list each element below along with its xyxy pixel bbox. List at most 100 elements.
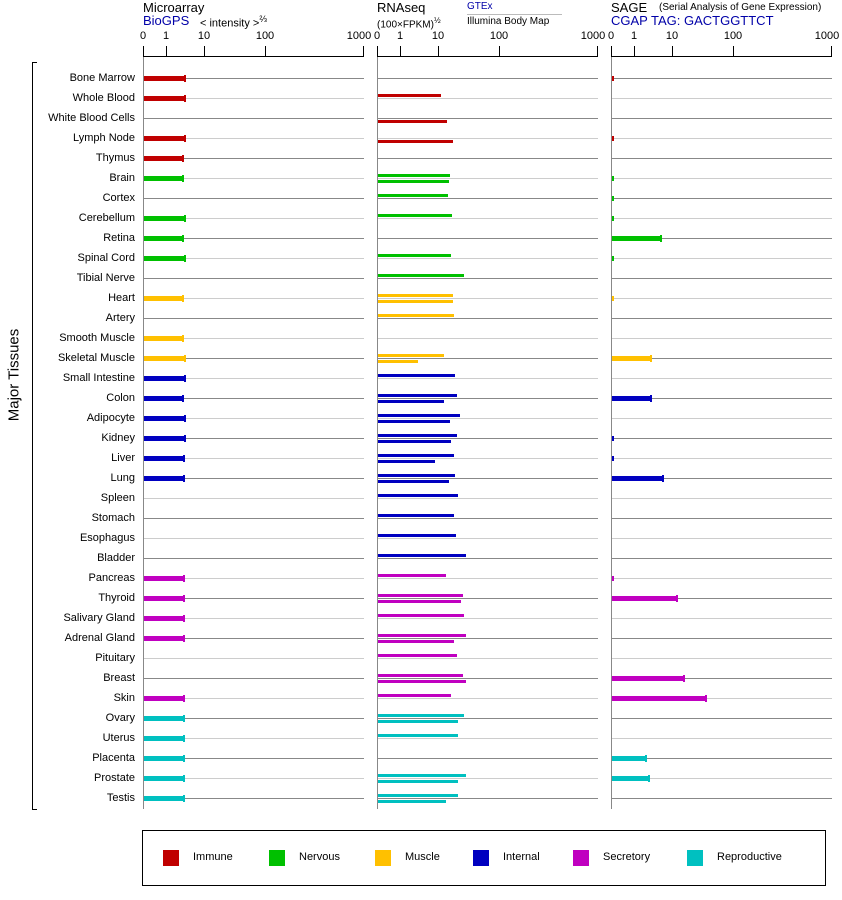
rnaseq-illumina-bar[interactable] bbox=[378, 120, 447, 123]
microarray-bar[interactable] bbox=[144, 216, 185, 221]
rnaseq-illumina-bar[interactable] bbox=[378, 360, 418, 363]
rnaseq-illumina-bar[interactable] bbox=[378, 720, 459, 723]
microarray-bar[interactable] bbox=[144, 456, 184, 461]
rnaseq-gtex-bar[interactable] bbox=[378, 354, 445, 357]
rnaseq-gtex-bar[interactable] bbox=[378, 414, 460, 417]
rnaseq-gtex-bar[interactable] bbox=[378, 274, 464, 277]
microarray-bar[interactable] bbox=[144, 416, 185, 421]
sage-bar[interactable] bbox=[612, 216, 615, 221]
rnaseq-gtex-bar[interactable] bbox=[378, 534, 456, 537]
rnaseq-gtex-bar[interactable] bbox=[378, 574, 446, 577]
rnaseq-gtex-bar[interactable] bbox=[378, 734, 459, 737]
rnaseq-gtex-bar[interactable] bbox=[378, 194, 448, 197]
rnaseq-gtex-bar[interactable] bbox=[378, 514, 454, 517]
sage-bar[interactable] bbox=[612, 676, 684, 681]
rnaseq-gtex-bar[interactable] bbox=[378, 694, 451, 697]
rnaseq-gtex-bar[interactable] bbox=[378, 714, 464, 717]
microarray-bar[interactable] bbox=[144, 576, 184, 581]
rnaseq-gtex-bar[interactable] bbox=[378, 294, 454, 297]
microarray-bar[interactable] bbox=[144, 616, 184, 621]
microarray-bar[interactable] bbox=[144, 256, 185, 261]
sage-bar[interactable] bbox=[612, 236, 661, 241]
microarray-bar[interactable] bbox=[144, 736, 184, 741]
rnaseq-gtex-bar[interactable] bbox=[378, 94, 442, 97]
biogps-link[interactable]: BioGPS bbox=[143, 13, 190, 28]
microarray-bar[interactable] bbox=[144, 96, 185, 101]
gtex-link[interactable]: GTEx bbox=[467, 1, 493, 12]
sage-bar[interactable] bbox=[612, 136, 615, 141]
rnaseq-illumina-bar[interactable] bbox=[378, 640, 454, 643]
gridline bbox=[143, 458, 364, 459]
rnaseq-gtex-bar[interactable] bbox=[378, 654, 458, 657]
sage-bar[interactable] bbox=[612, 356, 651, 361]
microarray-bar[interactable] bbox=[144, 596, 184, 601]
microarray-bar[interactable] bbox=[144, 476, 184, 481]
rnaseq-illumina-bar[interactable] bbox=[378, 480, 450, 483]
microarray-bar[interactable] bbox=[144, 376, 185, 381]
rnaseq-gtex-bar[interactable] bbox=[378, 454, 454, 457]
microarray-bar[interactable] bbox=[144, 356, 185, 361]
microarray-bar[interactable] bbox=[144, 716, 184, 721]
gridline bbox=[143, 78, 364, 79]
microarray-bar[interactable] bbox=[144, 296, 184, 301]
rnaseq-illumina-bar[interactable] bbox=[378, 300, 454, 303]
sage-bar[interactable] bbox=[612, 456, 615, 461]
rnaseq-illumina-bar[interactable] bbox=[378, 400, 445, 403]
rnaseq-gtex-bar[interactable] bbox=[378, 614, 464, 617]
microarray-bar[interactable] bbox=[144, 436, 185, 441]
rnaseq-gtex-bar[interactable] bbox=[378, 594, 463, 597]
rnaseq-illumina-bar[interactable] bbox=[378, 600, 461, 603]
rnaseq-gtex-bar[interactable] bbox=[378, 394, 458, 397]
rnaseq-illumina-bar[interactable] bbox=[378, 180, 450, 183]
rnaseq-gtex-bar[interactable] bbox=[378, 674, 463, 677]
microarray-bar[interactable] bbox=[144, 336, 184, 341]
rnaseq-gtex-bar[interactable] bbox=[378, 774, 466, 777]
microarray-bar[interactable] bbox=[144, 756, 184, 761]
sage-bar[interactable] bbox=[612, 476, 663, 481]
microarray-bar[interactable] bbox=[144, 396, 184, 401]
sage-bar[interactable] bbox=[612, 696, 706, 701]
rnaseq-gtex-bar[interactable] bbox=[378, 374, 455, 377]
sage-bar[interactable] bbox=[612, 296, 615, 301]
rnaseq-illumina-bar[interactable] bbox=[378, 140, 454, 143]
microarray-bar[interactable] bbox=[144, 236, 184, 241]
cgap-tag-link[interactable]: CGAP TAG: GACTGGTTCT bbox=[611, 13, 774, 28]
rnaseq-gtex-bar[interactable] bbox=[378, 174, 450, 177]
rnaseq-gtex-bar[interactable] bbox=[378, 214, 452, 217]
sage-bar[interactable] bbox=[612, 776, 650, 781]
sage-bar[interactable] bbox=[612, 436, 615, 441]
sage-bar[interactable] bbox=[612, 596, 677, 601]
microarray-bar[interactable] bbox=[144, 696, 184, 701]
rnaseq-illumina-bar[interactable] bbox=[378, 780, 459, 783]
rnaseq-illumina-bar[interactable] bbox=[378, 420, 450, 423]
microarray-bar[interactable] bbox=[144, 156, 184, 161]
microarray-bar[interactable] bbox=[144, 136, 185, 141]
rnaseq-illumina-bar[interactable] bbox=[378, 800, 446, 803]
microarray-bar[interactable] bbox=[144, 636, 184, 641]
rnaseq-gtex-bar[interactable] bbox=[378, 554, 466, 557]
rnaseq-gtex-bar[interactable] bbox=[378, 254, 451, 257]
rnaseq-gtex-bar[interactable] bbox=[378, 494, 459, 497]
sage-bar[interactable] bbox=[612, 176, 615, 181]
tissue-label: Placenta bbox=[92, 752, 135, 764]
sage-bar[interactable] bbox=[612, 196, 615, 201]
microarray-bar[interactable] bbox=[144, 176, 184, 181]
rnaseq-gtex-bar[interactable] bbox=[378, 434, 458, 437]
sage-bar[interactable] bbox=[612, 256, 615, 261]
gridline bbox=[377, 718, 598, 719]
rnaseq-gtex-bar[interactable] bbox=[378, 794, 459, 797]
microarray-bar[interactable] bbox=[144, 776, 184, 781]
rnaseq-gtex-bar[interactable] bbox=[378, 474, 455, 477]
microarray-bar[interactable] bbox=[144, 76, 185, 81]
rnaseq-gtex-bar[interactable] bbox=[378, 314, 454, 317]
sage-bar[interactable] bbox=[612, 576, 615, 581]
tick-label: 10 bbox=[197, 30, 211, 42]
rnaseq-illumina-bar[interactable] bbox=[378, 440, 451, 443]
sage-bar[interactable] bbox=[612, 756, 647, 761]
sage-bar[interactable] bbox=[612, 76, 615, 81]
sage-bar[interactable] bbox=[612, 396, 652, 401]
rnaseq-gtex-bar[interactable] bbox=[378, 634, 466, 637]
microarray-bar[interactable] bbox=[144, 796, 184, 801]
rnaseq-illumina-bar[interactable] bbox=[378, 460, 435, 463]
rnaseq-illumina-bar[interactable] bbox=[378, 680, 466, 683]
